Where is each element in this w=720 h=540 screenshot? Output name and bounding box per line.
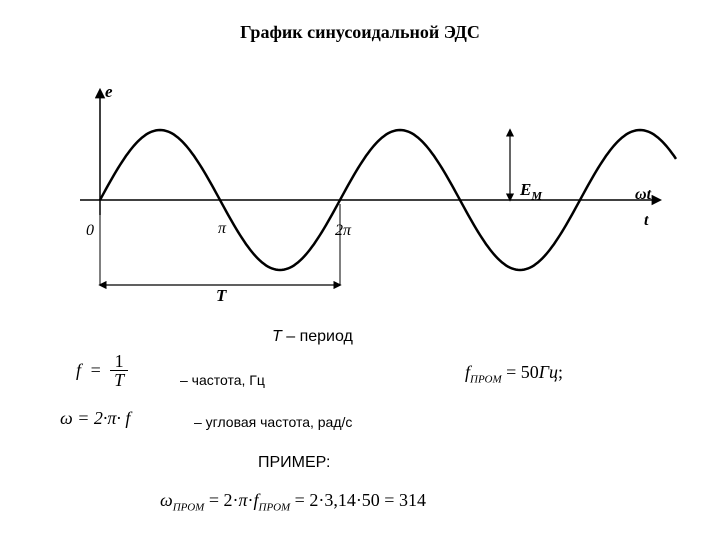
label-e: e <box>105 82 113 102</box>
label-zero: 0 <box>86 222 94 240</box>
freq-formula: f = 1 T <box>76 352 128 389</box>
label-t: t <box>644 212 648 230</box>
label-pi: π <box>218 220 226 238</box>
t-period-text: T – период <box>272 328 353 346</box>
omega-prom-formula: ωПРОМ = 2·π·fПРОМ = 2·3,14·50 = 314 <box>160 490 426 514</box>
f-prom-formula: fПРОМ = 50Гц; <box>465 362 563 386</box>
omega-label: – угловая частота, рад/с <box>194 414 352 430</box>
label-em: EM <box>520 180 542 203</box>
label-em-e: E <box>520 180 531 199</box>
diagram-svg <box>0 0 720 540</box>
label-em-m: M <box>531 188 542 202</box>
example-label: ПРИМЕР: <box>258 454 330 472</box>
label-T: T <box>216 286 226 306</box>
omega-formula: ω = 2·π· f <box>60 408 130 429</box>
label-2pi: 2π <box>335 222 351 240</box>
freq-label: – частота, Гц <box>180 372 265 388</box>
label-omega-t: ωt <box>635 186 651 204</box>
